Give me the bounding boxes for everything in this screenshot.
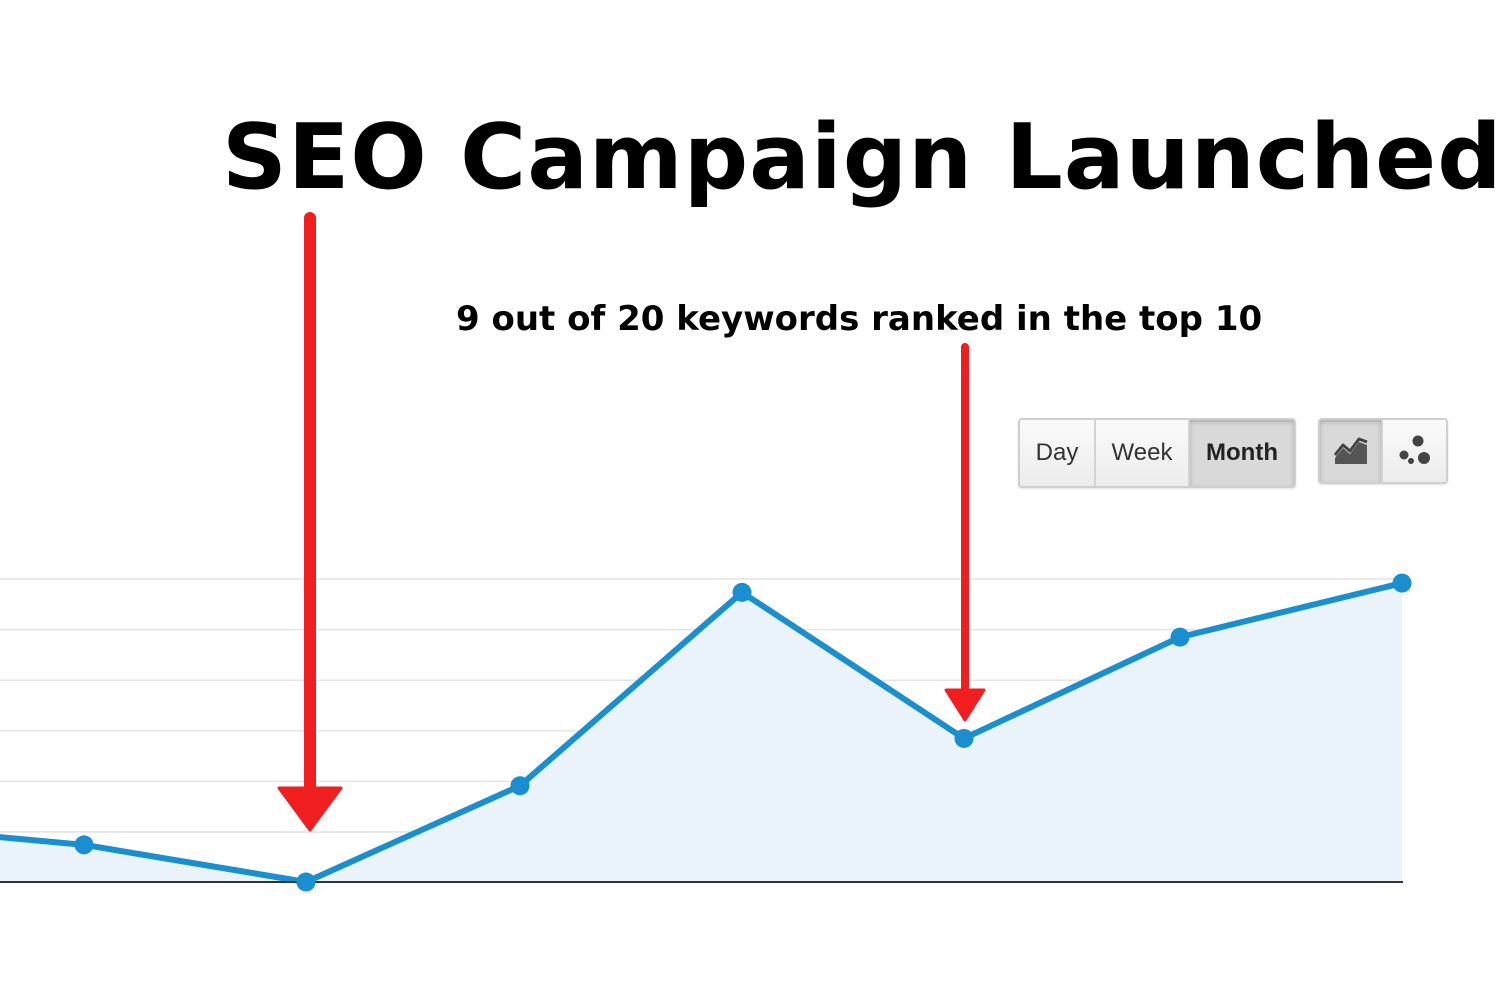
ranking-arrow-head [944, 688, 986, 722]
data-point [74, 835, 94, 855]
motion-chart-icon [1399, 435, 1430, 464]
data-point [296, 872, 316, 892]
annotation-label: 9 out of 20 keywords ranked in the top 1… [456, 299, 1263, 339]
line-chart-button[interactable] [1320, 420, 1383, 482]
data-point [954, 728, 974, 748]
chart-view-toggle [1318, 418, 1448, 484]
data-point [732, 582, 752, 602]
month-button[interactable]: Month [1190, 420, 1294, 486]
launch-arrow-head [277, 786, 343, 832]
week-button[interactable]: Week [1096, 420, 1190, 486]
data-points [74, 573, 1412, 892]
headline: SEO Campaign Launched [222, 105, 1500, 210]
day-button[interactable]: Day [1020, 420, 1096, 486]
data-point [1392, 573, 1412, 593]
data-point [510, 776, 530, 796]
motion-chart-button[interactable] [1383, 420, 1446, 482]
granularity-selector: Day Week Month [1018, 418, 1296, 488]
area-fill [0, 583, 1402, 882]
series-line [0, 580, 1405, 885]
line-chart-icon [1333, 437, 1368, 464]
annotation-arrows [277, 212, 986, 832]
data-point [1170, 627, 1190, 647]
